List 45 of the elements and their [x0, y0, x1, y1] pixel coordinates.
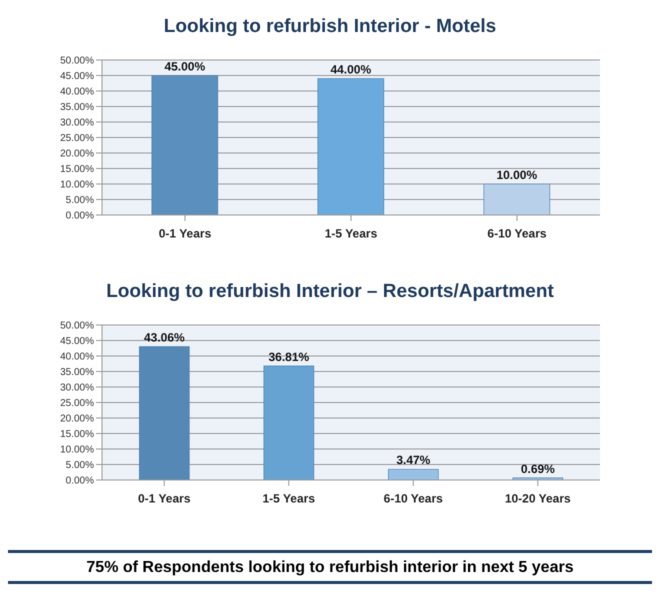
y-tick-label: 25.00% — [60, 133, 94, 144]
y-tick-label: 50.00% — [60, 56, 94, 67]
x-tick-label: 1-5 Years — [262, 492, 316, 506]
y-tick-label: 50.00% — [60, 320, 94, 332]
chart-title: Looking to refurbish Interior – Resorts/Apartment — [105, 280, 555, 304]
y-tick-label: 15.00% — [60, 429, 94, 440]
y-tick-label: 0.00% — [66, 476, 94, 487]
data-label: 43.06% — [144, 330, 186, 345]
y-tick-label: 40.00% — [60, 86, 94, 98]
y-tick-label: 15.00% — [60, 164, 94, 176]
y-tick-label: 35.00% — [60, 367, 94, 378]
chart-title: Looking to refurbish Interior - Motels — [162, 15, 498, 39]
bar — [484, 184, 550, 215]
bar — [152, 75, 218, 215]
y-tick-label: 10.00% — [60, 180, 94, 191]
data-label: 45.00% — [164, 60, 206, 74]
x-tick-label: 6-10 Years — [487, 226, 547, 241]
y-tick-label: 30.00% — [60, 118, 94, 129]
bar — [388, 468, 439, 480]
data-label: 3.47% — [396, 453, 431, 468]
y-tick-label: 5.00% — [66, 195, 94, 206]
y-tick-label: 40.00% — [60, 352, 94, 363]
y-tick-label: 20.00% — [60, 414, 94, 425]
y-tick-label: 45.00% — [60, 71, 94, 82]
y-tick-label: 5.00% — [66, 460, 94, 472]
y-tick-label: 20.00% — [60, 148, 94, 160]
x-tick-label: 0-1 Years — [158, 226, 212, 241]
y-tick-label: 45.00% — [60, 336, 94, 348]
bar — [139, 346, 190, 480]
y-tick-label: 25.00% — [60, 398, 94, 410]
text: 75% of Respondents looking to refurbish interior in next 5 years — [85, 558, 575, 578]
y-tick-label: 35.00% — [60, 102, 94, 114]
x-tick-label: 1-5 Years — [324, 226, 378, 241]
bar — [318, 78, 384, 215]
y-tick-label: 30.00% — [60, 382, 94, 394]
data-label: 10.00% — [496, 168, 538, 182]
data-label: 44.00% — [330, 62, 372, 77]
x-tick-label: 0-1 Years — [138, 492, 191, 506]
x-tick-label: 6-10 Years — [384, 492, 444, 506]
y-tick-label: 10.00% — [60, 444, 94, 456]
data-label: 36.81% — [268, 350, 310, 364]
bar — [264, 366, 314, 480]
x-tick-label: 10-20 Years — [504, 492, 571, 506]
y-tick-label: 0.00% — [66, 210, 94, 222]
data-label: 0.69% — [520, 462, 556, 476]
